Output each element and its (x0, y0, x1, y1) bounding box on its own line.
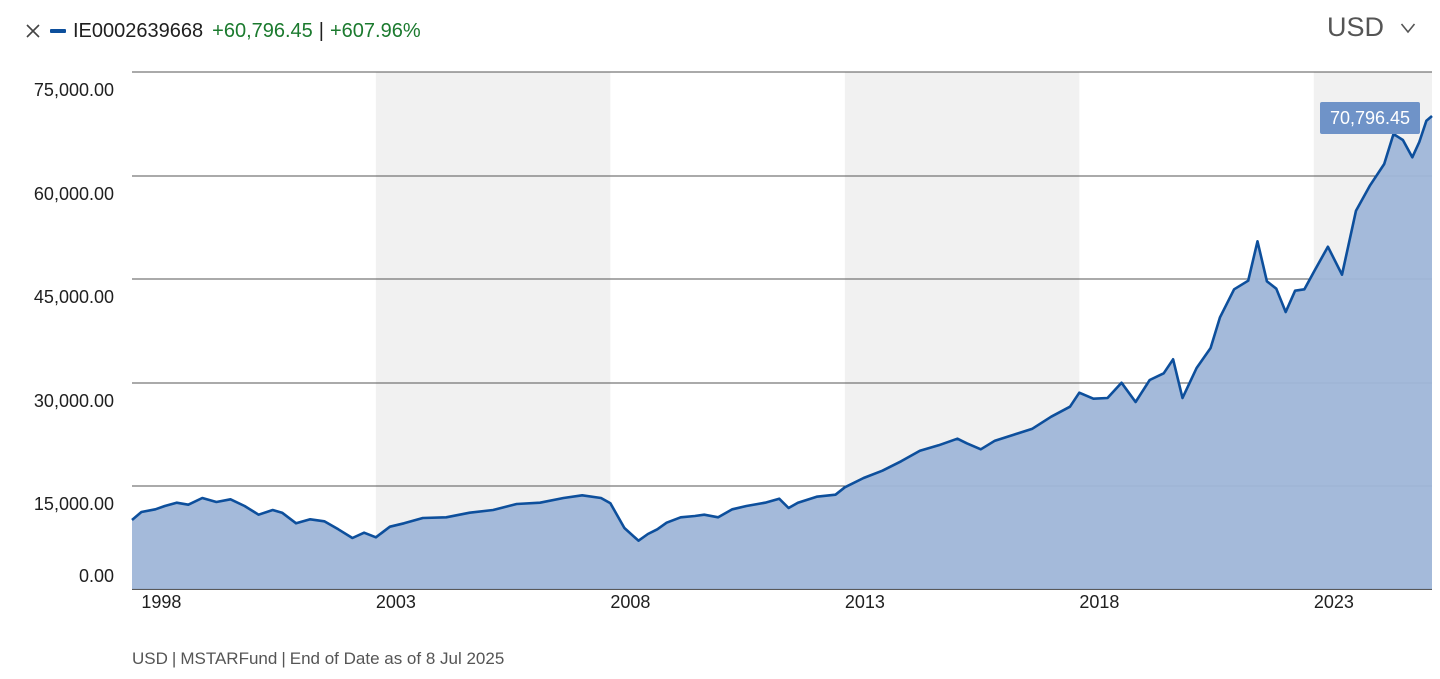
y-tick-label: 30,000.00 (34, 391, 114, 411)
x-tick-label: 2008 (610, 592, 650, 612)
currency-selector[interactable]: USD (1327, 12, 1416, 43)
currency-selector-value: USD (1326, 12, 1384, 42)
y-tick-label: 60,000.00 (34, 184, 114, 204)
chart-footer: USD | MSTARFund | End of Date as of 8 Jul 20… (132, 649, 504, 669)
y-tick-label: 0.00 (79, 566, 114, 586)
x-tick-label: 2023 (1314, 592, 1354, 612)
y-tick-label: 75,000.00 (34, 80, 114, 100)
y-tick-label: 15,000.00 (34, 494, 114, 514)
x-tick-label: 2013 (845, 592, 885, 612)
series-change-value: +60,796.45 (212, 19, 313, 42)
chart-legend: IE0002639668 +60,796.45 | +607.96% (24, 16, 427, 46)
series-symbol: IE0002639668 (73, 19, 204, 42)
footer-as-of: End of Date as of 8 Jul 2025 (289, 649, 505, 668)
series-line (131, 115, 1433, 542)
last-value-label-text: 70,796.45 (1330, 108, 1410, 128)
x-tick-label: 2018 (1079, 592, 1119, 612)
footer-separator: | (171, 649, 177, 668)
remove-series-button[interactable] (24, 22, 42, 40)
legend-separator: | (318, 19, 324, 42)
area-chart: 0.00 15,000.00 30,000.00 45,000.00 60,000.00… (34, 71, 1433, 612)
close-icon (26, 24, 40, 38)
footer-source: MSTARFund (180, 649, 278, 668)
footer-separator: | (281, 649, 286, 668)
x-tick-label: 2003 (376, 592, 416, 612)
series-color-swatch (50, 29, 66, 33)
last-value-label: 70,796.45 (1320, 102, 1420, 134)
series-change-percent: +607.96% (330, 19, 421, 42)
y-tick-label: 45,000.00 (34, 287, 114, 307)
x-tick-label: 1998 (141, 592, 181, 612)
series-area (132, 116, 1432, 589)
chevron-down-icon (1400, 22, 1416, 33)
footer-currency: USD (132, 649, 168, 668)
